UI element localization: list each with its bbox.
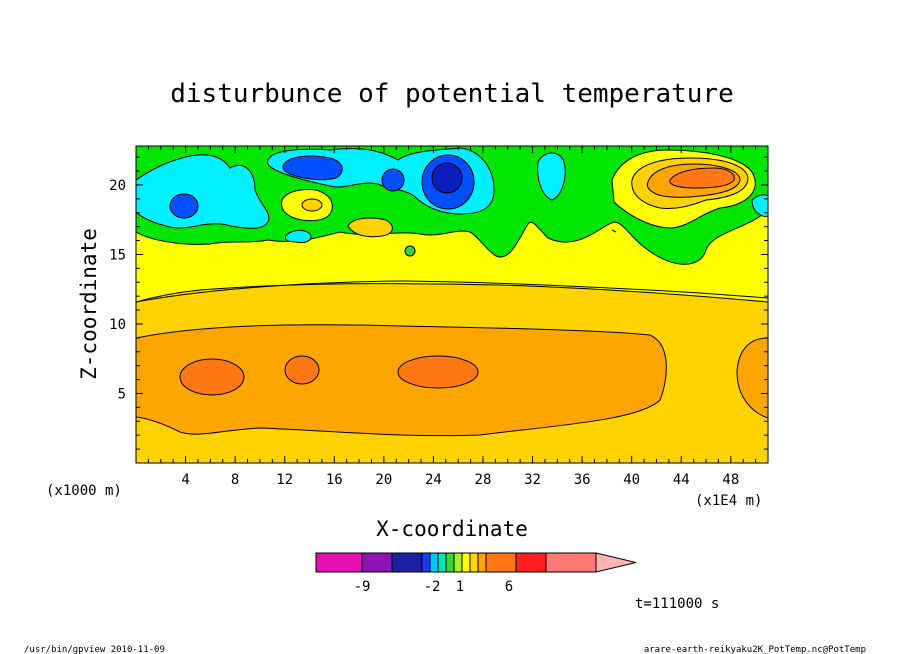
colorbar-label: 6 bbox=[505, 579, 513, 595]
region-green-dot bbox=[404, 245, 416, 257]
y-tick-label: 15 bbox=[109, 247, 126, 263]
x-tick-label: 8 bbox=[231, 472, 239, 488]
region-mid-orange bbox=[136, 324, 667, 437]
region-blue-core-small bbox=[381, 168, 405, 192]
colorbar-arrow bbox=[595, 552, 637, 573]
x-tick-label: 48 bbox=[722, 472, 739, 488]
plot-area bbox=[136, 146, 768, 463]
x-tick-labels: 4 8 12 16 20 24 28 32 36 40 44 48 bbox=[181, 472, 739, 488]
x-tick-label: 32 bbox=[524, 472, 541, 488]
region-cyan-small bbox=[537, 152, 566, 201]
y-tick-labels: 5 10 15 20 bbox=[109, 178, 126, 403]
region-cyan-patch bbox=[285, 229, 312, 243]
y-tick-label: 20 bbox=[109, 178, 126, 194]
x-tick-label: 24 bbox=[425, 472, 442, 488]
colorbar-cell bbox=[429, 552, 439, 573]
region-warm-core-2 bbox=[284, 355, 320, 385]
x-tick-label: 28 bbox=[475, 472, 492, 488]
colorbar-cell bbox=[545, 552, 597, 573]
region-blue-core-left bbox=[169, 193, 199, 219]
contour-line-upper-band bbox=[136, 280, 768, 303]
y-tick-label: 10 bbox=[109, 317, 126, 333]
colorbar-cell bbox=[485, 552, 517, 573]
region-cyan-left bbox=[136, 154, 270, 229]
axis-ticks bbox=[136, 146, 768, 463]
x-axis-label: X-coordinate bbox=[376, 517, 528, 541]
colorbar-labels: -9 -2 1 6 bbox=[354, 579, 514, 595]
contour-tick bbox=[611, 229, 617, 233]
region-right-orange bbox=[736, 337, 768, 419]
colorbar-cell bbox=[391, 552, 423, 573]
colorbar bbox=[315, 552, 637, 573]
colorbar-cell bbox=[453, 552, 463, 573]
x-tick-label: 4 bbox=[181, 472, 189, 488]
colorbar-cell bbox=[437, 552, 447, 573]
chart-title: disturbunce of potential temperature bbox=[170, 79, 734, 109]
region-warm-core-1 bbox=[179, 358, 245, 396]
footer-right: arare-earth-reikyaku2K_PotTemp.nc@PotTem… bbox=[644, 645, 866, 654]
x-tick-label: 20 bbox=[375, 472, 392, 488]
x-tick-label: 40 bbox=[623, 472, 640, 488]
x-tick-label: 36 bbox=[574, 472, 591, 488]
region-amber-blob-1 bbox=[301, 198, 323, 212]
colorbar-label: -9 bbox=[354, 579, 371, 595]
x-unit-left: (x1000 m) bbox=[46, 483, 122, 499]
y-axis-label: Z-coordinate bbox=[77, 228, 101, 380]
colorbar-label: -2 bbox=[424, 579, 441, 595]
region-cyan-right bbox=[751, 194, 768, 217]
plot-frame bbox=[135, 145, 769, 464]
colorbar-cell bbox=[315, 552, 363, 573]
colorbar-cell bbox=[421, 552, 431, 573]
colorbar-label: 1 bbox=[456, 579, 464, 595]
footer-left: /usr/bin/gpview 2010-11-09 bbox=[24, 645, 165, 654]
colorbar-cell bbox=[469, 552, 479, 573]
region-warm-nest-3 bbox=[669, 167, 735, 189]
x-unit-right: (x1E4 m) bbox=[695, 493, 762, 509]
y-tick-label: 5 bbox=[118, 386, 126, 402]
x-tick-label: 44 bbox=[673, 472, 690, 488]
colorbar-cell bbox=[477, 552, 487, 573]
colorbar-cell bbox=[361, 552, 393, 573]
region-warm-core-3 bbox=[397, 355, 479, 389]
x-tick-label: 12 bbox=[276, 472, 293, 488]
region-darkblue-core bbox=[431, 162, 463, 194]
region-blue-core-mid bbox=[282, 155, 343, 181]
time-label: t=111000 s bbox=[635, 596, 719, 612]
colorbar-cell bbox=[445, 552, 455, 573]
region-yellow-blob-2 bbox=[347, 217, 393, 238]
colorbar-cell bbox=[515, 552, 547, 573]
colorbar-cell bbox=[461, 552, 471, 573]
x-tick-label: 16 bbox=[326, 472, 343, 488]
